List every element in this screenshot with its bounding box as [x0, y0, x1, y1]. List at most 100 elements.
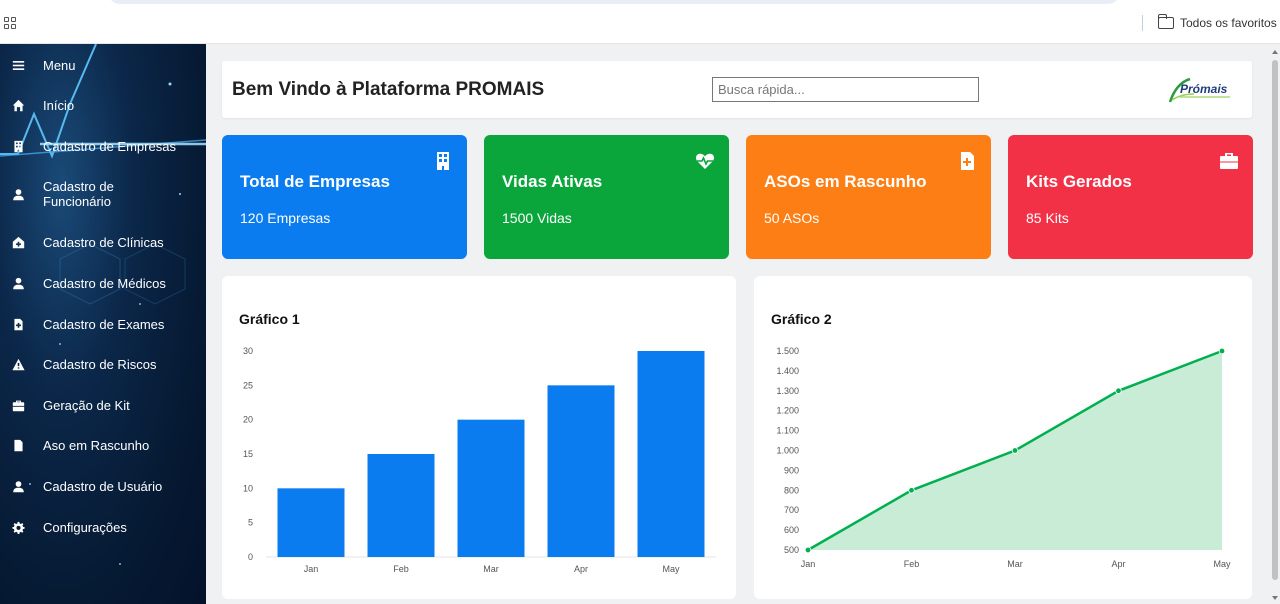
sidebar-item-inicio[interactable]: Início [0, 97, 206, 113]
x-tick-label: Jan [304, 564, 319, 574]
x-tick-label: May [1213, 559, 1231, 569]
bar [457, 419, 525, 557]
card-title: Kits Gerados [1026, 172, 1132, 191]
card-value: 120 Empresas [240, 210, 331, 226]
chart-panel-1: Gráfico 1 0 5 10 15 20 25 30 Jan Feb Mar Apr May [222, 276, 736, 599]
sidebar-item-label: Cadastro de Empresas [43, 138, 176, 154]
data-point [804, 546, 812, 554]
card-value: 85 Kits [1026, 210, 1069, 226]
sidebar-item-menu[interactable]: Menu [0, 57, 206, 73]
y-tick-label: 0 [248, 552, 253, 562]
scrollbar-thumb[interactable] [1272, 60, 1278, 580]
gear-icon [10, 519, 26, 535]
x-tick-label: Mar [483, 564, 499, 574]
kit-icon [10, 397, 26, 413]
bar [637, 351, 705, 557]
bookmarks-bar: Todos os favoritos [0, 0, 1280, 44]
data-point [1011, 447, 1019, 454]
card-kits-gerados: Kits Gerados 85 Kits [1008, 135, 1253, 259]
sidebar-item-label: Cadastro de Médicos [43, 275, 166, 291]
y-tick-label: 1.000 [776, 446, 799, 456]
building-icon [10, 138, 26, 154]
heart-pulse-icon [695, 151, 715, 171]
file-medical-icon [957, 151, 977, 171]
sidebar-item-configuracoes[interactable]: Configurações [0, 519, 206, 535]
card-value: 50 ASOs [764, 210, 820, 226]
scroll-up-icon[interactable] [1272, 50, 1278, 54]
building-icon [433, 151, 453, 171]
sidebar-item-label: Aso em Rascunho [43, 437, 150, 453]
x-tick-label: Feb [393, 564, 409, 574]
scroll-down-icon[interactable] [1272, 596, 1278, 600]
sidebar-background-graphic [0, 44, 206, 565]
data-point [1218, 347, 1226, 355]
sidebar-item-aso-rascunho[interactable]: Aso em Rascunho [0, 437, 206, 453]
kit-icon [1219, 151, 1239, 171]
promais-logo: Prómais [1168, 77, 1230, 103]
y-tick-label: 1.100 [776, 426, 799, 436]
y-tick-label: 600 [784, 525, 799, 535]
card-value: 1500 Vidas [502, 210, 572, 226]
sidebar-item-funcionario[interactable]: Cadastro de Funcionário [0, 179, 206, 209]
sidebar-item-label: Início [43, 97, 75, 113]
y-tick-label: 10 [243, 483, 253, 493]
y-tick-label: 700 [784, 505, 799, 515]
data-point [1115, 387, 1122, 394]
chart-panel-2: Gráfico 2 500 600 700 800 900 1.000 1.100 1.200… [754, 276, 1252, 599]
search-input[interactable] [712, 77, 979, 102]
folder-icon [1157, 14, 1174, 29]
y-tick-label: 1.400 [776, 366, 799, 376]
y-tick-label: 1.300 [776, 386, 799, 396]
x-tick-label: Apr [1111, 559, 1125, 569]
card-title: ASOs em Rascunho [764, 172, 927, 191]
menu-icon [10, 57, 26, 73]
data-point [908, 487, 915, 494]
sidebar-item-empresas[interactable]: Cadastro de Empresas [0, 138, 206, 154]
sidebar-item-label: Cadastro de Riscos [43, 356, 157, 372]
apps-grid-icon[interactable] [4, 17, 16, 29]
sidebar-item-clinicas[interactable]: Cadastro de Clínicas [0, 234, 206, 250]
bar [367, 454, 435, 557]
y-tick-label: 500 [784, 545, 799, 555]
sidebar-item-riscos[interactable]: Cadastro de Riscos [0, 356, 206, 372]
area-chart: 500 600 700 800 900 1.000 1.100 1.200 1.300 1.400… [776, 346, 1231, 569]
address-bar-edge [108, 0, 1120, 4]
sidebar-item-exames[interactable]: Cadastro de Exames [0, 316, 206, 332]
sidebar: Menu Início Cadastro de Empresas Cadastr… [0, 44, 206, 604]
bar [547, 385, 615, 557]
sidebar-item-label: Cadastro de Clínicas [43, 234, 164, 250]
chart-title: Gráfico 1 [239, 311, 300, 327]
bar [277, 488, 345, 557]
warning-icon [10, 356, 26, 372]
card-asos-rascunho: ASOs em Rascunho 50 ASOs [746, 135, 991, 259]
x-tick-label: Apr [574, 564, 588, 574]
y-tick-label: 1.500 [776, 346, 799, 356]
file-icon [10, 437, 26, 453]
card-title: Vidas Ativas [502, 172, 603, 191]
header-bar: Bem Vindo à Plataforma PROMAIS Prómais [222, 61, 1252, 118]
sidebar-item-medicos[interactable]: Cadastro de Médicos [0, 275, 206, 291]
page-scrollbar[interactable] [1270, 44, 1280, 604]
user-icon [10, 478, 26, 494]
x-tick-label: Jan [801, 559, 816, 569]
sidebar-item-kit[interactable]: Geração de Kit [0, 397, 206, 413]
chart-title: Gráfico 2 [771, 311, 832, 327]
sidebar-item-usuario[interactable]: Cadastro de Usuário [0, 478, 206, 494]
sidebar-item-label: Cadastro de Exames [43, 316, 165, 332]
x-tick-label: May [662, 564, 680, 574]
sidebar-item-label: Configurações [43, 519, 127, 535]
bar-chart: 0 5 10 15 20 25 30 Jan Feb Mar Apr May [243, 346, 716, 574]
y-tick-label: 20 [243, 415, 253, 425]
logo-text: Prómais [1180, 82, 1228, 96]
file-medical-icon [10, 316, 26, 332]
all-bookmarks-label: Todos os favoritos [1180, 16, 1277, 30]
x-tick-label: Mar [1007, 559, 1023, 569]
user-icon [10, 186, 26, 202]
all-bookmarks-button[interactable]: Todos os favoritos [1157, 14, 1277, 30]
sidebar-item-label: Menu [43, 57, 76, 73]
bookmarks-separator [1142, 15, 1143, 31]
y-tick-label: 25 [243, 380, 253, 390]
sidebar-item-label: Cadastro de Funcionário [43, 179, 114, 209]
y-tick-label: 800 [784, 485, 799, 495]
y-tick-label: 15 [243, 449, 253, 459]
